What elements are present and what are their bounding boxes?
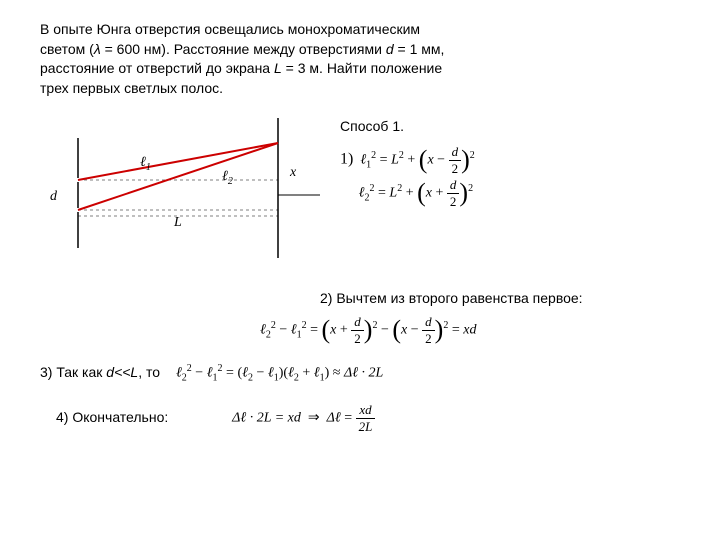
equation-4: Δℓ · 2L = xd ⇒ Δℓ = xd2L xyxy=(232,402,375,435)
svg-text:ℓ2: ℓ2 xyxy=(222,169,233,187)
problem-line2c: = 1 мм, xyxy=(394,41,445,57)
youngs-experiment-diagram: ℓ1 ℓ2 x d L xyxy=(40,118,320,278)
step-4-text: 4) Окончательно: xyxy=(56,409,168,425)
problem-statement: В опыте Юнга отверстия освещались монохр… xyxy=(40,20,680,98)
equation-1: 1) ℓ12 = L2 + (x − d2)21) ℓ22 = L2 + (x … xyxy=(340,144,680,210)
step-3-text-a: 3) Так как xyxy=(40,364,106,380)
problem-line2a: светом ( xyxy=(40,41,94,57)
problem-line3a: расстояние от отверстий до экрана xyxy=(40,60,274,76)
problem-line2b: = 600 нм). Расстояние между отверстиями xyxy=(101,41,386,57)
step-3-cond: d<<L xyxy=(106,364,138,380)
svg-text:L: L xyxy=(173,215,182,230)
equation-3: ℓ22 − ℓ12 = (ℓ2 − ℓ1)(ℓ2 + ℓ1) ≈ Δℓ · 2L xyxy=(176,363,383,383)
method-title: Способ 1. xyxy=(340,118,680,134)
problem-line4: трех первых светлых полос. xyxy=(40,80,223,96)
lambda-sym: λ xyxy=(94,41,101,57)
step-2-text: 2) Вычтем из второго равенства первое: xyxy=(320,290,680,306)
d-sym: d xyxy=(386,41,394,57)
svg-text:x: x xyxy=(289,165,297,180)
L-sym: L xyxy=(274,60,282,76)
problem-line3b: = 3 м. Найти положение xyxy=(282,60,442,76)
svg-text:ℓ1: ℓ1 xyxy=(140,155,151,173)
diagram-svg: ℓ1 ℓ2 x d L xyxy=(40,118,320,278)
svg-text:d: d xyxy=(50,189,58,204)
step-3-text-c: , то xyxy=(138,364,160,380)
problem-line1: В опыте Юнга отверстия освещались монохр… xyxy=(40,21,420,37)
equation-2: ℓ22 − ℓ12 = (x + d2)2 − (x − d2)2 = xd xyxy=(260,314,680,347)
